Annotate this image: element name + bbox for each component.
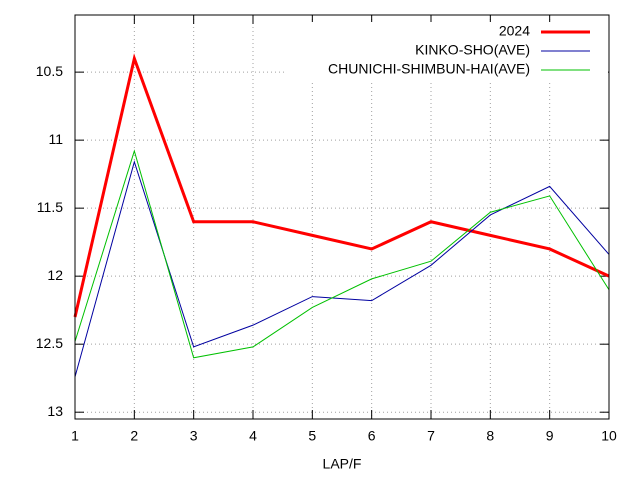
y-tick-label: 11 — [48, 131, 63, 147]
y-tick-label: 10.5 — [36, 63, 63, 79]
y-tick-label: 12.5 — [36, 335, 63, 351]
x-tick-label: 6 — [368, 428, 376, 444]
y-tick-label: 13 — [47, 403, 63, 419]
x-tick-label: 9 — [546, 428, 554, 444]
plot-frame — [74, 14, 610, 420]
legend-label: KINKO-SHO(AVE) — [415, 42, 530, 58]
x-axis-label: LAP/F — [323, 456, 362, 472]
series-line — [74, 149, 610, 359]
x-tick-label: 5 — [308, 428, 316, 444]
x-tick-label: 8 — [486, 428, 494, 444]
legend-label: 2024 — [499, 23, 530, 39]
x-tick-label: 1 — [71, 428, 79, 444]
x-tick-label: 7 — [427, 428, 435, 444]
y-tick-label: 12 — [47, 267, 63, 283]
series-line — [73, 53, 610, 318]
x-tick-label: 2 — [130, 428, 138, 444]
legend-label: CHUNICHI-SHIMBUN-HAI(AVE) — [328, 61, 530, 77]
x-tick-label: 4 — [249, 428, 257, 444]
x-tick-label: 3 — [190, 428, 198, 444]
y-tick-label: 11.5 — [37, 199, 63, 215]
x-tick-label: 10 — [601, 428, 617, 444]
